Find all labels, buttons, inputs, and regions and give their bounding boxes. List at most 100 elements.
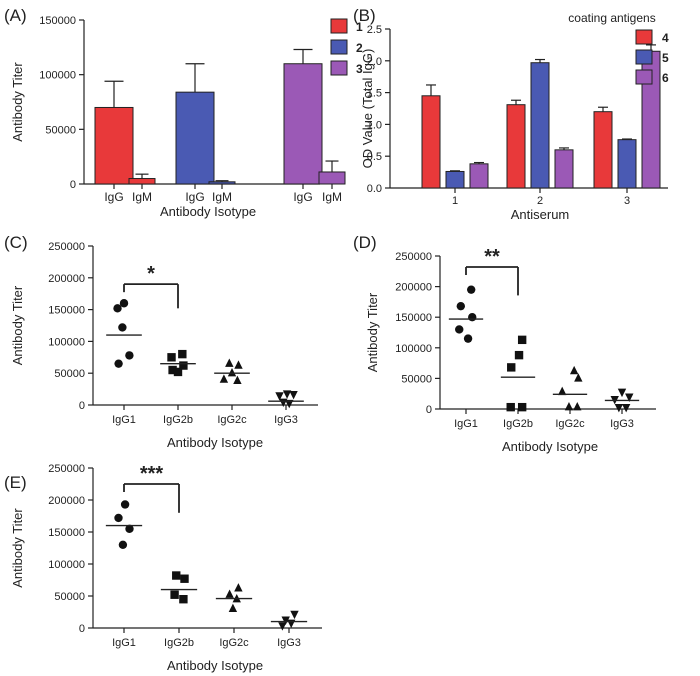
data-point [614,403,624,413]
y-tick-label: 250000 [48,463,85,475]
y-tick-label: 2.5 [367,24,382,36]
bar [506,104,526,189]
data-point [278,622,287,631]
y-axis-label: OD Value (Total IgG) [360,49,375,169]
data-point [558,386,567,396]
y-tick-label: 150000 [48,527,85,539]
legend-label: 3 [356,62,363,76]
data-point [574,373,583,382]
x-tick-label: 2 [537,195,543,207]
y-tick-label: 0 [70,179,76,191]
data-point [234,360,243,369]
x-tick-label: IgG2c [217,414,247,426]
legend-label: 6 [662,71,669,85]
y-tick-label: 100000 [395,343,432,355]
data-point [233,375,242,385]
significance-stars: ** [484,246,500,268]
legend-swatch [635,49,653,65]
significance-stars: *** [140,463,164,485]
data-point [564,401,574,411]
legend-swatch [330,60,348,76]
y-tick-label: 50000 [54,591,85,603]
data-point [120,500,130,509]
bar [445,170,465,189]
data-point [172,571,181,580]
y-tick-label: 50000 [401,373,432,385]
data-point [275,392,284,401]
x-axis-label: Antibody Isotype [167,658,263,673]
data-point [118,540,128,549]
y-tick-label: 150000 [48,305,85,317]
legend-swatch [635,29,653,45]
x-tick-label: IgG3 [610,418,634,430]
panel-label-e: (E) [4,473,27,492]
data-point [178,349,187,359]
x-tick-label: IgG2c [555,418,585,430]
data-point [506,402,515,412]
data-point [507,363,516,372]
x-tick-label: 1 [452,195,458,207]
data-point [569,365,579,375]
panel-label-a: (A) [4,6,27,25]
x-axis-label: Antibody Isotype [167,435,263,450]
bar [208,181,236,185]
x-tick-label: IgG2b [164,637,194,649]
data-point [114,359,123,368]
y-axis-label: Antibody Titer [10,285,25,365]
data-point [114,513,123,523]
data-point [179,595,188,604]
data-point [285,399,294,409]
bar [421,95,441,189]
y-axis-label: Antibody Titer [365,292,380,372]
x-axis-label: Antibody Isotype [502,439,598,454]
data-point [290,610,299,620]
significance-stars: * [147,263,155,285]
x-tick-label: IgG2b [163,414,193,426]
x-tick-label: IgG1 [112,637,136,649]
y-tick-label: 200000 [48,495,85,507]
data-point [625,393,634,402]
data-point [228,603,238,612]
data-point [621,403,631,413]
data-point [227,368,237,377]
y-tick-label: 100000 [48,336,85,348]
data-point [289,390,298,400]
legend-swatch [330,18,348,34]
data-point [119,299,129,308]
data-point [125,524,134,533]
data-point [467,285,476,294]
y-tick-label: 200000 [48,273,85,285]
bar [283,63,323,185]
panel-label-b: (B) [353,6,376,25]
x-tick-label: IgG2b [503,418,533,430]
data-point [281,616,290,625]
x-tick-label: IgG3 [274,414,298,426]
x-tick-label: IgG [185,190,204,204]
data-point [282,390,292,399]
x-tick-label: IgG1 [454,418,478,430]
y-tick-label: 150000 [395,312,432,324]
bar [469,163,489,189]
x-tick-label: IgG [293,190,312,204]
bar [175,91,215,185]
data-point [514,350,524,360]
y-tick-label: 0.0 [367,183,382,195]
y-tick-label: 1.5 [367,88,382,100]
data-point [517,402,527,412]
y-tick-label: 100000 [48,559,85,571]
y-axis-label: Antibody Titer [10,508,25,588]
data-point [118,323,127,332]
data-point [125,351,134,360]
bar [530,62,550,189]
y-tick-label: 150000 [39,15,76,27]
legend-label: 2 [356,41,363,55]
x-tick-label: IgG2c [219,637,249,649]
data-point [180,574,189,583]
y-tick-label: 250000 [48,241,85,253]
data-point [113,304,122,313]
x-tick-label: 3 [624,195,630,207]
x-tick-label: IgM [322,190,342,204]
legend-label: 5 [662,51,669,65]
x-tick-label: IgM [132,190,152,204]
legend-label: 4 [662,31,669,45]
